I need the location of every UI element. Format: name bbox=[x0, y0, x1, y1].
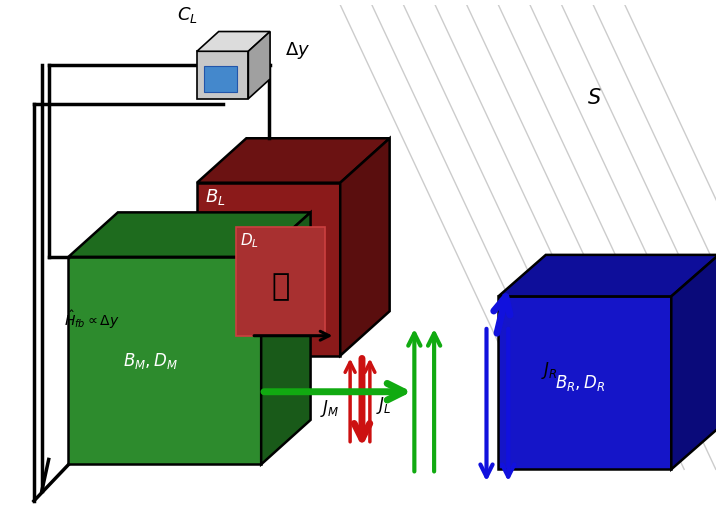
Text: $D_L$: $D_L$ bbox=[240, 231, 259, 250]
Polygon shape bbox=[197, 31, 270, 51]
Polygon shape bbox=[498, 296, 671, 470]
Polygon shape bbox=[248, 31, 270, 99]
Text: $\hat{H}_{fb} \propto \Delta y$: $\hat{H}_{fb} \propto \Delta y$ bbox=[63, 308, 120, 331]
Polygon shape bbox=[197, 138, 390, 183]
Text: 🕵: 🕵 bbox=[272, 272, 290, 301]
Polygon shape bbox=[236, 227, 325, 336]
Text: $J_L$: $J_L$ bbox=[376, 395, 391, 416]
Text: $J_M$: $J_M$ bbox=[320, 399, 340, 419]
Text: $B_R, D_R$: $B_R, D_R$ bbox=[554, 373, 605, 393]
Polygon shape bbox=[197, 51, 248, 99]
Text: $S$: $S$ bbox=[588, 87, 602, 108]
Text: $B_L$: $B_L$ bbox=[205, 188, 225, 207]
Text: $C_L$: $C_L$ bbox=[176, 5, 197, 25]
Bar bbox=[204, 66, 238, 92]
Polygon shape bbox=[341, 138, 390, 356]
Text: $B_M, D_M$: $B_M, D_M$ bbox=[122, 351, 178, 370]
Polygon shape bbox=[498, 255, 719, 296]
Polygon shape bbox=[261, 213, 310, 464]
Polygon shape bbox=[197, 183, 341, 356]
Polygon shape bbox=[68, 213, 310, 257]
Polygon shape bbox=[671, 255, 719, 470]
Text: $J_R$: $J_R$ bbox=[541, 360, 557, 382]
Polygon shape bbox=[68, 257, 261, 464]
Text: $\Delta y$: $\Delta y$ bbox=[285, 40, 310, 61]
